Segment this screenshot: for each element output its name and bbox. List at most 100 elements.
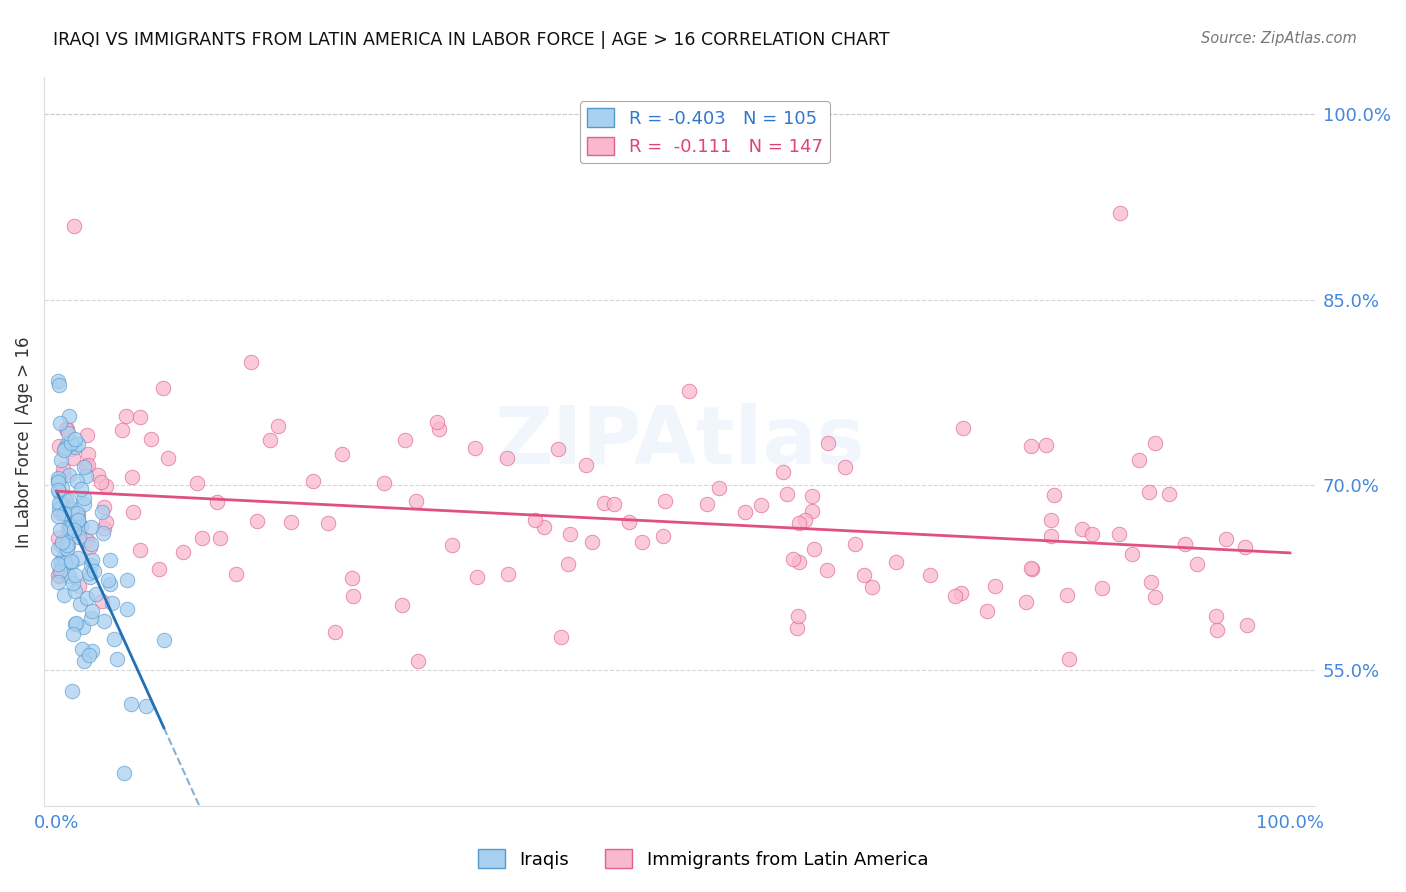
Point (52, 461, 75, 475)
Point (58, 409, 80, 423)
Point (1128, 453, 1150, 467)
Point (53, 506, 76, 520)
Point (69, 597, 91, 611)
Point (117, 602, 139, 616)
Point (139, 432, 162, 446)
Point (654, 494, 676, 508)
Point (60, 526, 83, 541)
Point (1159, 486, 1181, 500)
Point (696, 497, 718, 511)
Point (801, 504, 824, 518)
Point (48, 439, 70, 453)
Point (259, 433, 281, 447)
Point (46, 374, 69, 388)
Point (153, 633, 176, 648)
Point (208, 531, 231, 545)
Point (62, 576, 84, 591)
Point (49, 452, 72, 467)
Point (373, 475, 395, 490)
Point (678, 384, 700, 398)
Point (465, 570, 488, 584)
Point (122, 505, 145, 519)
Point (1206, 624, 1229, 638)
Point (62, 626, 84, 640)
Point (80, 558, 103, 573)
Point (603, 498, 626, 512)
Text: IRAQI VS IMMIGRANTS FROM LATIN AMERICA IN LABOR FORCE | AGE > 16 CORRELATION CHA: IRAQI VS IMMIGRANTS FROM LATIN AMERICA I… (53, 31, 890, 49)
Point (1185, 557, 1208, 571)
Point (56, 537, 79, 551)
Point (1121, 547, 1143, 561)
Point (70, 519, 93, 533)
Point (65, 616, 87, 631)
Point (46, 473, 69, 487)
Point (115, 573, 138, 587)
Legend: Iraqis, Immigrants from Latin America: Iraqis, Immigrants from Latin America (471, 842, 935, 876)
Point (787, 608, 810, 623)
Point (79, 537, 101, 551)
Point (46, 574, 69, 589)
Point (860, 580, 883, 594)
Point (793, 513, 815, 527)
Point (56, 539, 79, 553)
Point (789, 555, 811, 569)
Point (79, 566, 101, 581)
Point (128, 409, 150, 424)
Point (557, 557, 579, 571)
Point (91, 525, 114, 540)
Point (73, 497, 96, 511)
Point (72, 620, 94, 634)
Point (190, 531, 212, 545)
Point (63, 432, 86, 446)
Point (100, 576, 122, 591)
Point (558, 526, 581, 541)
Point (46, 531, 69, 545)
Point (56, 521, 79, 535)
Text: Source: ZipAtlas.com: Source: ZipAtlas.com (1201, 31, 1357, 46)
Point (49, 563, 72, 577)
Point (121, 470, 143, 484)
Point (83, 565, 105, 579)
Point (63, 583, 86, 598)
Point (90, 475, 112, 489)
Point (48, 485, 70, 500)
Point (631, 534, 654, 549)
Point (575, 458, 598, 472)
Point (52, 442, 75, 457)
Point (73, 459, 96, 474)
Point (49, 523, 72, 537)
Point (60, 556, 83, 570)
Point (55, 422, 77, 436)
Point (120, 697, 142, 711)
Point (48, 502, 70, 516)
Point (426, 415, 449, 429)
Point (51, 481, 73, 495)
Point (1043, 488, 1066, 502)
Point (943, 589, 966, 603)
Point (782, 552, 804, 566)
Point (1056, 588, 1078, 602)
Point (76, 427, 98, 442)
Point (90, 593, 112, 607)
Point (49, 506, 72, 520)
Point (52, 536, 75, 550)
Point (67, 517, 90, 532)
Point (79, 540, 101, 554)
Point (441, 538, 464, 552)
Point (101, 596, 124, 610)
Point (77, 458, 100, 473)
Point (70, 642, 93, 657)
Point (76, 591, 98, 605)
Point (58, 569, 80, 583)
Y-axis label: In Labor Force | Age > 16: In Labor Force | Age > 16 (15, 336, 32, 548)
Point (80, 605, 103, 619)
Point (46, 509, 69, 524)
Point (51, 535, 73, 549)
Point (46, 557, 69, 571)
Point (267, 418, 290, 433)
Point (58, 493, 80, 508)
Point (952, 420, 974, 434)
Point (427, 421, 450, 435)
Point (408, 654, 430, 668)
Point (49, 417, 72, 431)
